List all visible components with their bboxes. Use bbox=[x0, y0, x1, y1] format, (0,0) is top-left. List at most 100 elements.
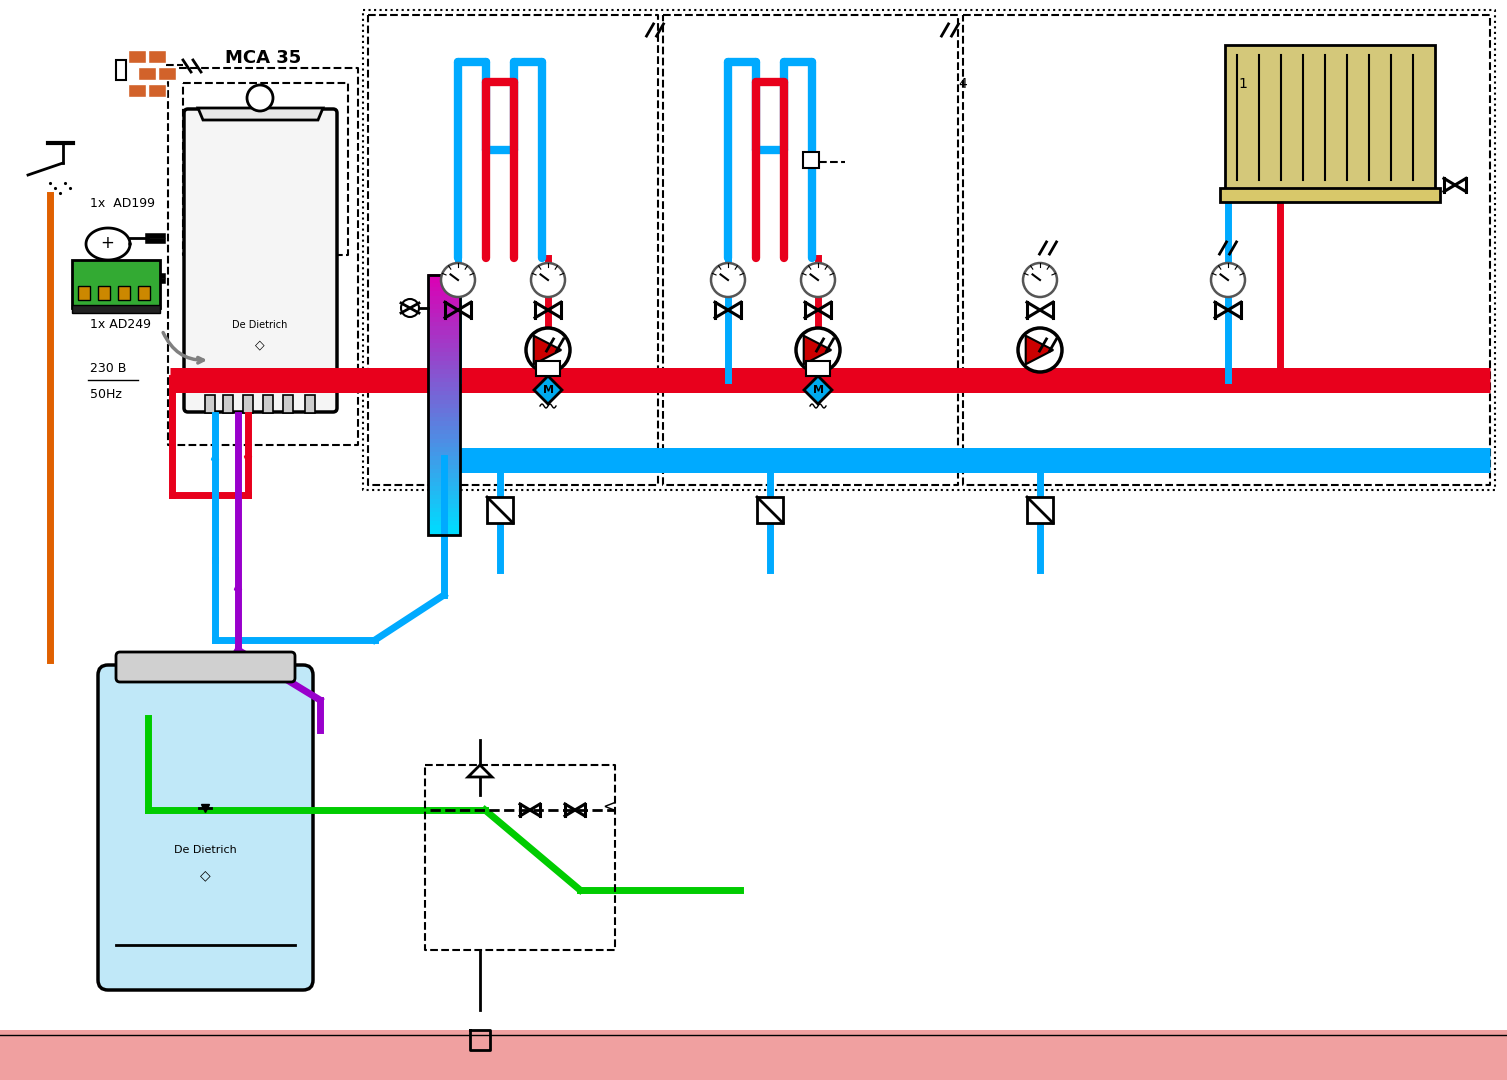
Bar bbox=[304, 395, 315, 413]
Bar bbox=[428, 296, 460, 301]
Bar bbox=[428, 279, 460, 284]
Bar bbox=[428, 464, 460, 470]
Bar bbox=[0, 1035, 1507, 1080]
Bar bbox=[128, 50, 146, 63]
Bar bbox=[1221, 188, 1441, 202]
Bar bbox=[428, 274, 460, 280]
Bar bbox=[428, 430, 460, 435]
Circle shape bbox=[247, 85, 273, 111]
Polygon shape bbox=[805, 376, 832, 404]
Bar bbox=[72, 260, 160, 308]
Bar bbox=[205, 395, 216, 413]
Text: 1x  AD199: 1x AD199 bbox=[90, 197, 155, 210]
Bar bbox=[428, 438, 460, 444]
Bar bbox=[428, 434, 460, 440]
Bar bbox=[128, 84, 146, 97]
Bar bbox=[428, 456, 460, 461]
Text: 1x AD249: 1x AD249 bbox=[90, 318, 151, 330]
Bar bbox=[72, 305, 160, 313]
Bar bbox=[243, 395, 253, 413]
Bar bbox=[757, 497, 784, 523]
Polygon shape bbox=[533, 376, 562, 404]
Bar bbox=[428, 417, 460, 422]
Circle shape bbox=[1019, 328, 1062, 372]
Bar bbox=[428, 387, 460, 392]
Text: De Dietrich: De Dietrich bbox=[232, 320, 288, 330]
Bar bbox=[428, 283, 460, 288]
Bar bbox=[428, 322, 460, 327]
Bar bbox=[428, 443, 460, 448]
Bar bbox=[428, 516, 460, 522]
Bar bbox=[428, 486, 460, 491]
Bar bbox=[139, 67, 157, 80]
Bar bbox=[428, 369, 460, 375]
Text: De Dietrich: De Dietrich bbox=[173, 845, 237, 855]
Bar bbox=[428, 395, 460, 401]
Bar bbox=[428, 287, 460, 293]
Bar bbox=[428, 374, 460, 379]
Text: 230 B: 230 B bbox=[90, 362, 127, 375]
Circle shape bbox=[526, 328, 570, 372]
Bar bbox=[1026, 497, 1053, 523]
Bar bbox=[428, 400, 460, 405]
Text: ◇: ◇ bbox=[200, 868, 211, 882]
Bar bbox=[428, 473, 460, 478]
Circle shape bbox=[802, 264, 835, 297]
Bar bbox=[428, 326, 460, 332]
FancyBboxPatch shape bbox=[116, 652, 295, 681]
Bar bbox=[428, 348, 460, 353]
Bar bbox=[428, 525, 460, 530]
Bar bbox=[428, 408, 460, 414]
Text: MCA 35: MCA 35 bbox=[225, 49, 301, 67]
Bar bbox=[428, 521, 460, 526]
Bar bbox=[78, 286, 90, 300]
Bar bbox=[428, 318, 460, 323]
Bar bbox=[428, 503, 460, 509]
Bar bbox=[428, 421, 460, 427]
Bar bbox=[428, 275, 460, 535]
Bar bbox=[118, 286, 130, 300]
Bar bbox=[0, 1030, 1507, 1080]
Bar bbox=[116, 60, 127, 80]
Bar bbox=[487, 497, 512, 523]
Text: M: M bbox=[812, 384, 823, 395]
Circle shape bbox=[1023, 264, 1056, 297]
Bar bbox=[223, 395, 234, 413]
Bar bbox=[428, 499, 460, 504]
Polygon shape bbox=[803, 336, 832, 364]
Bar bbox=[428, 382, 460, 388]
Bar bbox=[428, 352, 460, 357]
Bar bbox=[428, 313, 460, 319]
Circle shape bbox=[401, 299, 419, 318]
Bar bbox=[98, 286, 110, 300]
Bar bbox=[428, 529, 460, 535]
Bar bbox=[428, 426, 460, 431]
Polygon shape bbox=[469, 765, 491, 777]
Bar bbox=[428, 309, 460, 314]
Polygon shape bbox=[197, 108, 322, 120]
Bar bbox=[148, 84, 166, 97]
Bar bbox=[428, 335, 460, 340]
Bar bbox=[264, 395, 273, 413]
Bar bbox=[428, 339, 460, 345]
Circle shape bbox=[796, 328, 839, 372]
Polygon shape bbox=[533, 336, 561, 364]
Bar bbox=[428, 305, 460, 310]
Bar bbox=[428, 469, 460, 474]
Text: 4: 4 bbox=[958, 77, 967, 91]
Polygon shape bbox=[1026, 336, 1053, 364]
Circle shape bbox=[1212, 264, 1245, 297]
Bar bbox=[1225, 45, 1435, 190]
Bar bbox=[428, 292, 460, 297]
Bar bbox=[428, 361, 460, 366]
Text: 1: 1 bbox=[1237, 77, 1246, 91]
Bar bbox=[148, 50, 166, 63]
Bar bbox=[428, 413, 460, 418]
Bar bbox=[428, 365, 460, 370]
Bar bbox=[428, 482, 460, 487]
Text: +: + bbox=[99, 234, 115, 252]
Text: <: < bbox=[601, 798, 616, 816]
Bar bbox=[428, 495, 460, 500]
Bar bbox=[428, 490, 460, 496]
Bar bbox=[428, 356, 460, 362]
